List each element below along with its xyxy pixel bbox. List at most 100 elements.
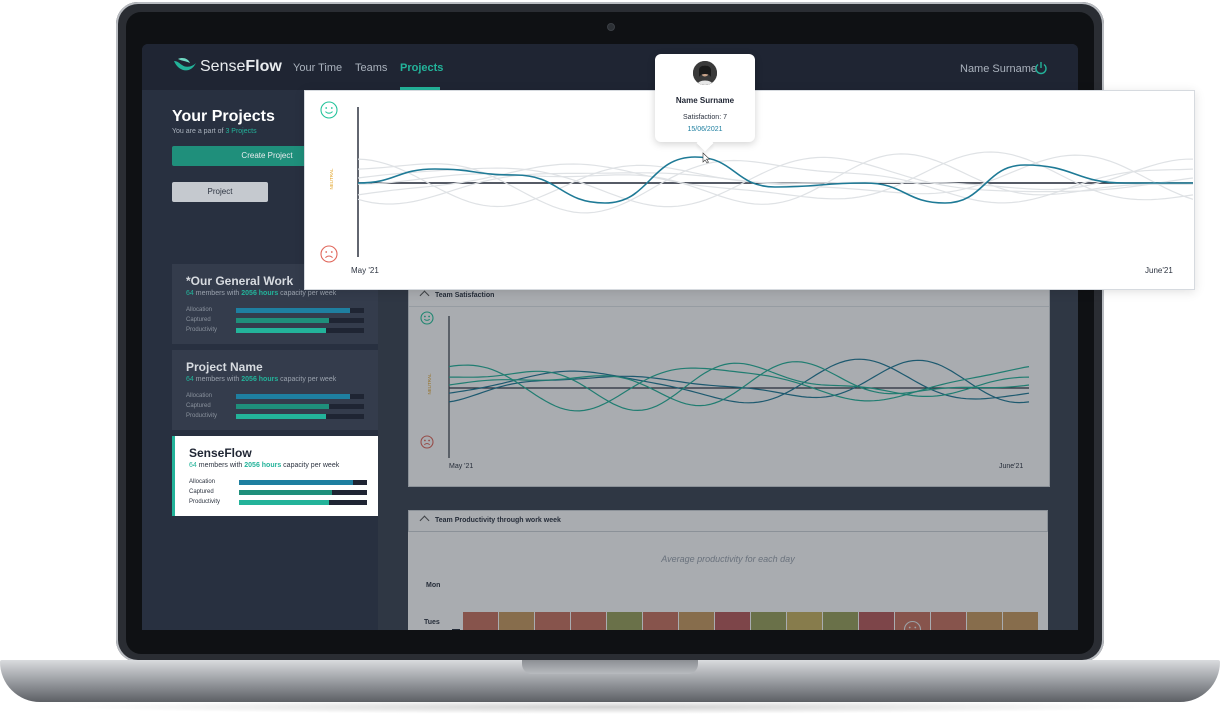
power-icon[interactable] [1034,61,1048,75]
heatmap-cell[interactable] [643,612,678,630]
heatmap-cell[interactable] [751,612,786,630]
team-series-line [448,359,1030,404]
x-axis-end-label: June'21 [999,463,1023,470]
bar-label-captured: Captured [189,489,214,495]
heatmap-cell[interactable] [787,612,822,630]
tooltip-date: 15/06/2021 [687,126,723,133]
x-axis-start-label: May '21 [449,463,473,470]
neutral-label: NEUTRAL [329,168,334,190]
heatmap-cell[interactable] [535,612,570,630]
tooltip-satisfaction: Satisfaction: 7 [683,114,727,121]
bar-label-captured: Captured [186,403,211,409]
project-card[interactable]: SenseFlow 64 members with 2056 hours capa… [172,436,378,516]
team-satisfaction-chart: NEUTRAL May '21 June'21 [420,311,1030,470]
camera-icon [607,23,615,31]
top-nav: SenseFlow Your Time Teams Projects Name … [142,44,1078,90]
progress-bar-captured [236,318,364,323]
selected-user-series-line [357,156,1193,204]
tooltip-name: Name Surname [675,96,735,105]
heatmap-tick [452,629,460,630]
user-name[interactable]: Name Surname [960,63,1038,75]
project-card-name: Project Name [186,360,263,374]
project-card[interactable]: Project Name 64 members with 2056 hours c… [172,350,378,430]
heatmap-cell[interactable] [571,612,606,630]
progress-fill [236,318,330,323]
project-card-name: SenseFlow [189,446,252,460]
happy-face-icon [320,101,338,119]
user-satisfaction-chart: NEUTRAL [320,101,1194,263]
heatmap-cell[interactable] [859,612,894,630]
project-segment-button[interactable]: Project [172,182,268,202]
sad-face-icon [903,620,922,630]
progress-bar-productivity [236,328,364,333]
laptop-notch [522,660,698,674]
projects-subtitle: You are a part of 3 Projects [172,128,257,135]
team-series-line [449,362,1030,412]
heatmap-cell[interactable] [715,612,750,630]
progress-fill [236,308,350,313]
background-series-line [357,151,1194,201]
productivity-subtitle: Average productivity for each day [661,554,795,564]
heatmap-cell[interactable] [1003,612,1038,630]
progress-bar-allocation [236,394,364,399]
sad-face-icon [320,245,338,263]
sad-face-icon [420,435,434,449]
data-point-tooltip: Name Surname Satisfaction: 7 15/06/2021 [655,54,755,142]
bar-label-allocation: Allocation [189,479,216,485]
heatmap-cell[interactable] [967,612,1002,630]
bar-label-productivity: Productivity [189,499,221,505]
projects-count-link[interactable]: 3 Projects [225,128,257,135]
project-card-name: *Our General Work [186,274,294,288]
heatmap-cell[interactable] [823,612,858,630]
chevron-up-icon[interactable] [419,290,430,301]
progress-bar-productivity [236,414,364,419]
nav-your-time[interactable]: Your Time [293,62,343,74]
heatmap-cell[interactable] [607,612,642,630]
progress-bar-captured [236,404,364,409]
background-series-line [357,159,1194,214]
team-satisfaction-header[interactable]: Team Satisfaction [409,286,1049,307]
happy-face-icon [420,311,434,325]
progress-bar-allocation [236,308,364,313]
team-series-line [448,364,1030,412]
project-card-capacity: 64 members with 2056 hours capacity per … [186,290,337,297]
progress-fill [236,394,350,399]
nav-projects[interactable]: Projects [400,62,444,74]
productivity-title: Team Productivity through work week [435,517,561,524]
progress-bar-captured [239,490,367,495]
background-series-line [357,158,1194,208]
page-title: Your Projects [172,108,275,125]
laptop-shadow [60,700,1160,714]
project-card-capacity: 64 members with 2056 hours capacity per … [189,462,340,469]
chevron-up-icon[interactable] [419,515,430,526]
project-card-capacity: 64 members with 2056 hours capacity per … [186,376,337,383]
progress-bar-productivity [239,500,367,505]
bar-label-productivity: Productivity [186,413,218,419]
team-satisfaction-title: Team Satisfaction [435,292,495,299]
x-axis-end-label: June'21 [1145,266,1173,275]
progress-bar-allocation [239,480,367,485]
hand-cursor-icon [702,152,711,164]
heatmap-cell[interactable] [499,612,534,630]
team-satisfaction-panel: Team Satisfaction NEUTRAL May '21 June'21 [408,285,1050,487]
progress-fill [239,480,353,485]
progress-fill [236,328,326,333]
nav-teams[interactable]: Teams [355,62,388,74]
neutral-label: NEUTRAL [427,373,432,395]
progress-fill [239,490,333,495]
brand-name: SenseFlow [200,58,282,75]
productivity-panel: Team Productivity through work week Aver… [408,510,1048,630]
productivity-header[interactable]: Team Productivity through work week [408,510,1048,532]
bar-label-allocation: Allocation [186,393,213,399]
heatmap-cell[interactable] [679,612,714,630]
team-series-line [448,361,1030,407]
avatar [693,61,717,85]
bar-label-captured: Captured [186,317,211,323]
bar-label-allocation: Allocation [186,307,213,313]
progress-fill [239,500,329,505]
day-label-mon: Mon [426,582,441,589]
bar-label-productivity: Productivity [186,327,218,333]
heatmap-cell[interactable] [463,612,498,630]
progress-fill [236,414,326,419]
heatmap-cell[interactable] [931,612,966,630]
